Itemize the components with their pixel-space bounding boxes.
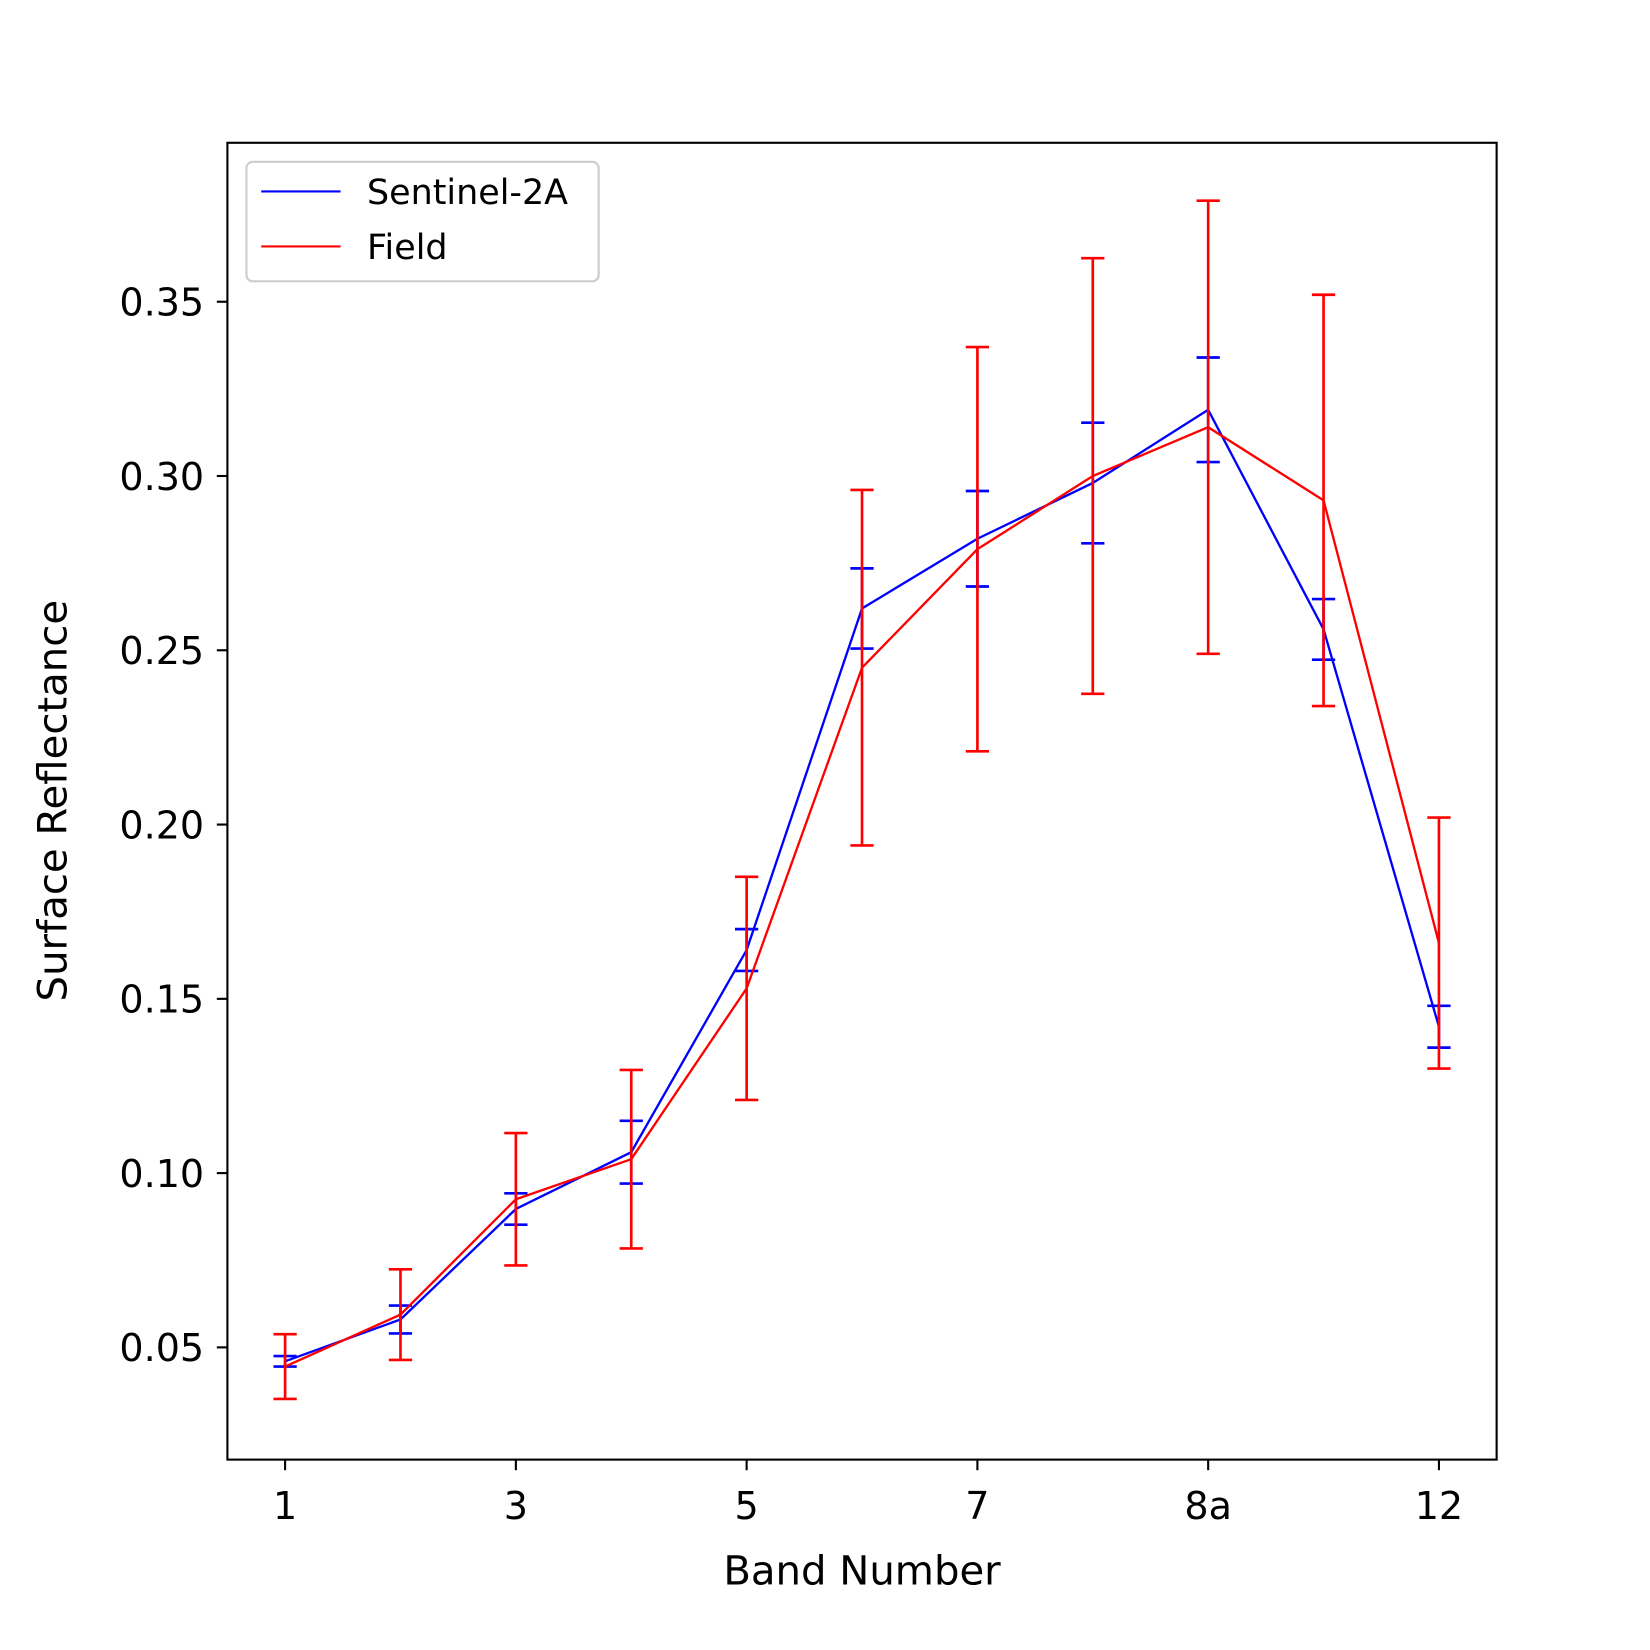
y-tick-label: 0.35	[119, 280, 204, 324]
y-tick-label: 0.05	[119, 1326, 204, 1370]
x-tick-label: 12	[1415, 1484, 1463, 1528]
x-tick-label: 7	[965, 1484, 989, 1528]
x-tick-label: 8a	[1184, 1484, 1232, 1528]
legend-label-field: Field	[367, 228, 448, 268]
x-tick-label: 3	[504, 1484, 528, 1528]
x-tick-label: 5	[735, 1484, 759, 1528]
legend: Sentinel-2A Field	[245, 160, 600, 283]
series-field	[273, 199, 1451, 1401]
y-tick-label: 0.25	[119, 629, 204, 673]
x-tick-label: 1	[273, 1484, 297, 1528]
x-axis-label: Band Number	[723, 1548, 1001, 1594]
y-tick-label: 0.15	[119, 978, 204, 1022]
y-tick-label: 0.10	[119, 1152, 204, 1196]
axes-frame	[226, 141, 1498, 1461]
y-tick-label: 0.20	[119, 803, 204, 847]
line-field	[284, 425, 1441, 1368]
y-tick-label: 0.30	[119, 455, 204, 499]
y-axis-label: Surface Reflectance	[31, 600, 77, 1002]
legend-label-sentinel: Sentinel-2A	[367, 173, 568, 213]
